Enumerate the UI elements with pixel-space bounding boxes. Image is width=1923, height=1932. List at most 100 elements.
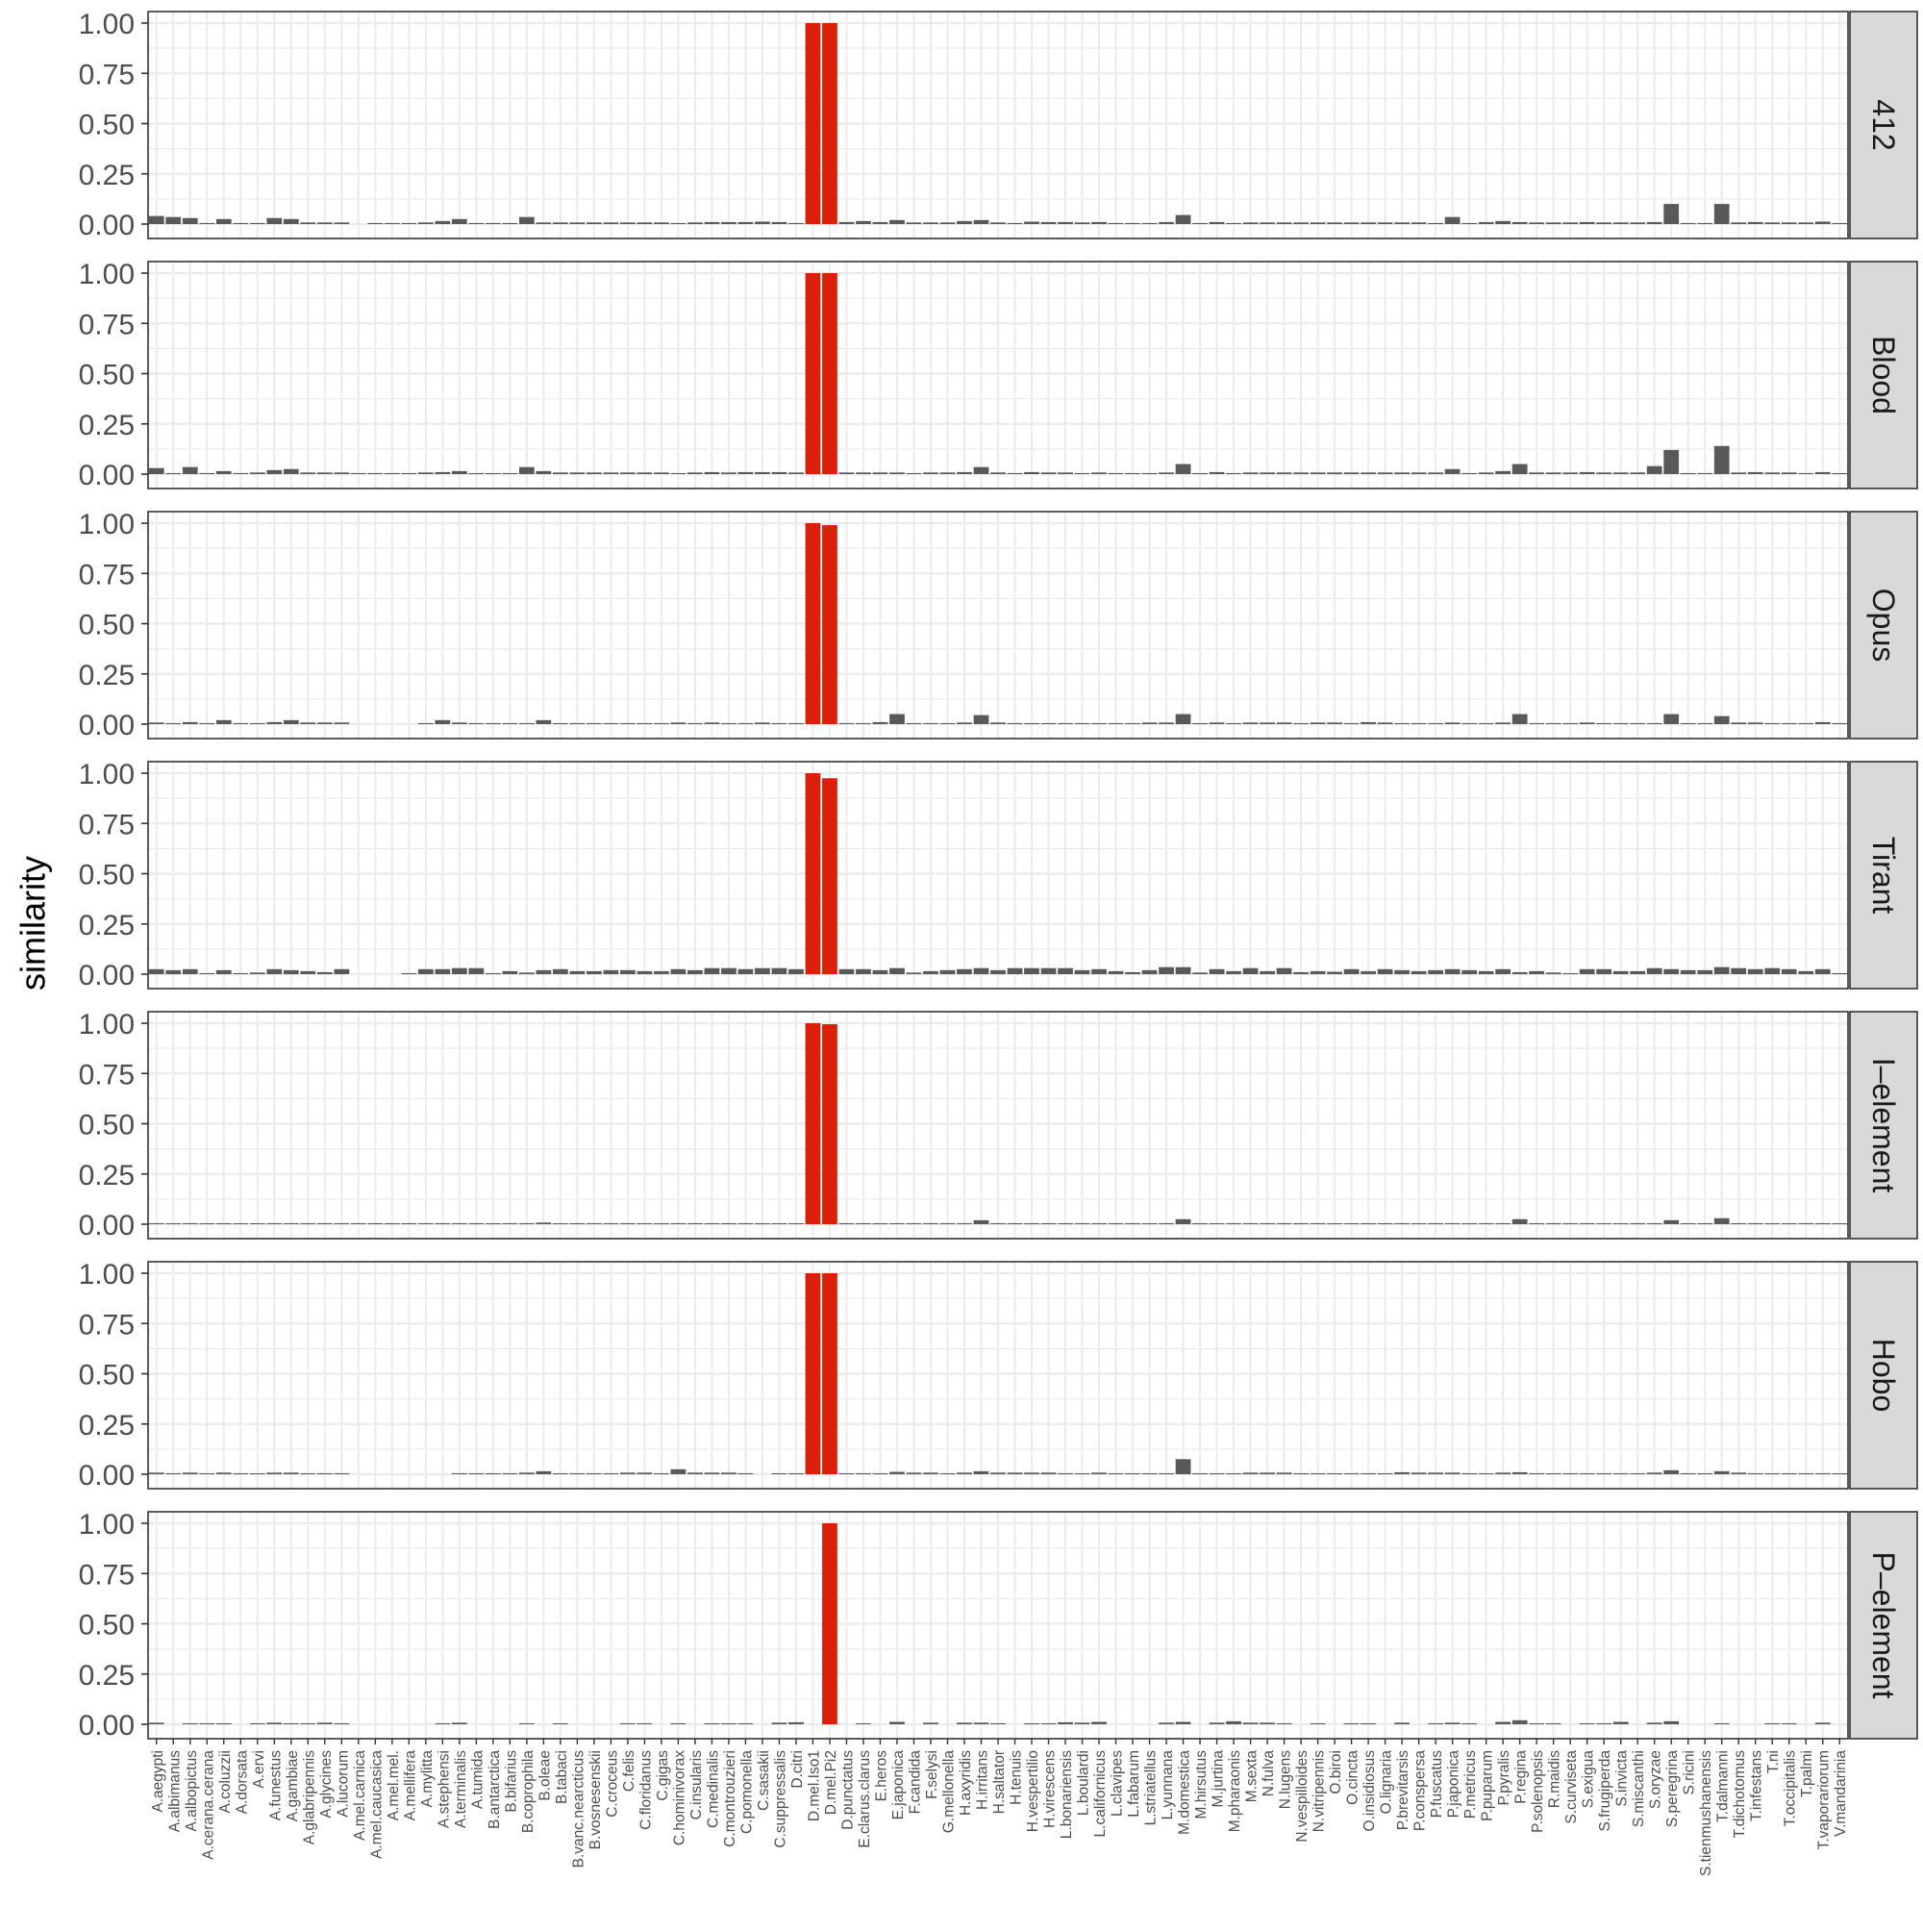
- bar-S.peregrina: [1663, 968, 1680, 974]
- panel-border: [147, 1261, 1849, 1490]
- bar-C.montrouzieri: [721, 1472, 737, 1474]
- x-tick-label: C.hominivorax: [671, 1750, 687, 1845]
- bar-O.biroi: [1327, 222, 1342, 224]
- bar-P.regina: [1511, 971, 1528, 974]
- bar-S.tienmushanensis: [1697, 722, 1713, 724]
- bar-N.vitripennis: [1310, 472, 1326, 474]
- bar-T.dalmanni: [1713, 1217, 1730, 1224]
- bar-F.selysi: [923, 222, 938, 224]
- bar-O.lignaria: [1377, 222, 1393, 224]
- bar-N.lugens: [1276, 1222, 1292, 1224]
- bar-L.striatellus: [1141, 1223, 1158, 1224]
- bar-S.invicta: [1612, 222, 1629, 224]
- x-tick-label: A.funestus: [267, 1750, 284, 1820]
- bar-S.miscanthi: [1630, 722, 1646, 724]
- bar-B.antarctica: [485, 222, 501, 224]
- bar-T.dalmanni: [1713, 445, 1730, 474]
- bar-C.medinalis: [704, 221, 720, 224]
- bar-S.exigua: [1579, 1473, 1595, 1474]
- bar-P.fuscatus: [1428, 1222, 1444, 1224]
- panel-border: [147, 511, 1849, 740]
- x-tick-label: A.glycines: [318, 1750, 335, 1819]
- bar-B.bifarius: [502, 1222, 518, 1224]
- bar-G.mellonella: [939, 969, 956, 974]
- bar-M.jurtina: [1209, 471, 1225, 474]
- bar-D.punctatus: [838, 1222, 855, 1224]
- bar-S.exigua: [1579, 221, 1595, 224]
- bar-D.citri: [788, 472, 804, 474]
- bar-A.lucorum: [334, 968, 350, 974]
- bar-P.solenopsis: [1529, 722, 1545, 724]
- bar-C.felis: [620, 1222, 636, 1224]
- bar-L.yunnana: [1159, 1222, 1174, 1224]
- facet-strip: [1849, 511, 1918, 740]
- bar-H.vespertilio: [1024, 221, 1039, 224]
- bar-O.insidiosus: [1361, 1472, 1376, 1474]
- bar-N.fulva: [1260, 1222, 1275, 1224]
- bar-B.coprophila: [518, 972, 535, 974]
- bar-A.tumida: [468, 967, 485, 974]
- bar-C.gigas: [654, 722, 669, 724]
- bar-M.sexta: [1242, 722, 1259, 724]
- bar-C.pomonella: [737, 1222, 754, 1224]
- bar-A.glabripennis: [300, 1722, 316, 1724]
- bar-C.medinalis: [704, 722, 720, 724]
- bar-P.brevitarsis: [1394, 722, 1410, 724]
- bar-F.selysi: [923, 472, 938, 474]
- bar-R.maidis: [1545, 1222, 1561, 1224]
- bar-H.saltator: [990, 969, 1006, 974]
- bar-H.virescens: [1040, 1472, 1057, 1474]
- bar-B.oleae: [536, 969, 552, 974]
- x-tick-label: H.virescens: [1042, 1750, 1059, 1828]
- x-tick-label: S.exigua: [1581, 1750, 1597, 1809]
- bar-S.invicta: [1612, 1472, 1629, 1474]
- bar-M.domestica: [1175, 714, 1191, 724]
- bar-L.boulardi: [1074, 1222, 1090, 1224]
- bar-L.californicus: [1091, 722, 1107, 724]
- bar-A.albopictus: [182, 217, 198, 224]
- y-tick-label: 0.00: [79, 1710, 135, 1742]
- bar-N.vitripennis: [1310, 1473, 1326, 1474]
- bar-N.vespilloides: [1293, 472, 1309, 474]
- bar-P.puparum: [1478, 722, 1494, 724]
- bar-B.antarctica: [485, 972, 501, 974]
- x-tick-label: B.vanc.nearcticus: [570, 1750, 587, 1869]
- bar-B.bifarius: [502, 970, 518, 974]
- bar-P.japonica: [1444, 722, 1461, 724]
- bar-H.saltator: [990, 1722, 1006, 1724]
- bar-P.puparum: [1478, 472, 1494, 474]
- bar-T.infestans: [1747, 1222, 1763, 1224]
- bar-A.mel.caucasica: [367, 1222, 384, 1224]
- bar-P.japonica: [1444, 216, 1461, 224]
- bar-A.albimanus: [165, 722, 182, 724]
- bar-A.coluzzii: [215, 1722, 232, 1724]
- bar-C.pomonella: [737, 968, 754, 974]
- bar-O.cincta: [1343, 722, 1360, 724]
- bar-B.vosnesenskii: [587, 1222, 602, 1224]
- bar-L.boulardi: [1074, 1722, 1090, 1724]
- bar-N.vitripennis: [1310, 1722, 1326, 1724]
- bar-H.vespertilio: [1024, 1222, 1039, 1224]
- y-tick-label: 0.50: [79, 110, 135, 141]
- x-tick-label: S.curviseta: [1563, 1750, 1580, 1824]
- bar-E.japonica: [889, 967, 905, 974]
- bar-M.domestica: [1175, 966, 1191, 974]
- bar-C.croceus: [603, 969, 619, 974]
- bar-A.coluzzii: [215, 1222, 232, 1224]
- bar-L.striatellus: [1141, 722, 1158, 724]
- bar-P.puparum: [1478, 1222, 1494, 1224]
- bar-B.vanc.nearcticus: [569, 722, 586, 724]
- facet-strip: [1849, 261, 1918, 489]
- x-tick-label: S.ricini: [1682, 1750, 1698, 1795]
- bar-E.japonica: [889, 219, 905, 224]
- bar-P.metricus: [1461, 1722, 1478, 1724]
- bar-S.oryzae: [1646, 465, 1662, 474]
- bar-F.selysi: [923, 970, 938, 974]
- bar-A.cerana.cerana: [199, 1223, 215, 1224]
- bar-N.lugens: [1276, 1472, 1292, 1474]
- bar-B.bifarius: [502, 1472, 518, 1474]
- bar-T.occipitalis: [1781, 1223, 1797, 1224]
- bar-C.floridanus: [637, 1722, 653, 1724]
- bar-B.coprophila: [518, 722, 535, 724]
